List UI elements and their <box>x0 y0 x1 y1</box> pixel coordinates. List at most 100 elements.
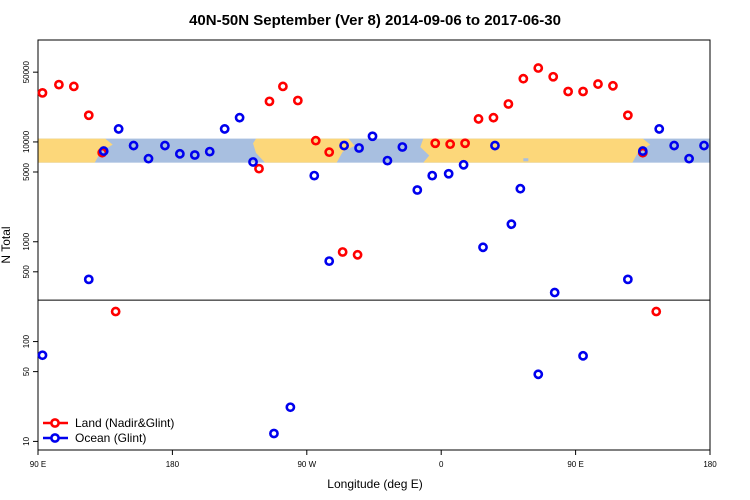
data-point <box>533 369 544 380</box>
legend: Land (Nadir&Glint)Ocean (Glint) <box>43 416 174 445</box>
data-point <box>473 114 484 124</box>
data-point <box>427 170 438 181</box>
y-tick-label: 500 <box>22 265 31 279</box>
data-point <box>669 140 680 151</box>
series <box>37 112 709 439</box>
data-point <box>113 124 124 134</box>
data-point <box>160 140 170 151</box>
x-tick-label: 90 E <box>30 460 46 469</box>
data-point <box>460 138 470 149</box>
data-point <box>68 81 79 92</box>
data-point <box>352 249 363 260</box>
data-point <box>98 146 109 156</box>
legend-label: Ocean (Glint) <box>75 431 146 445</box>
data-point <box>254 163 264 174</box>
data-point <box>309 170 320 181</box>
y-tick-label: 50 <box>22 367 31 376</box>
data-point <box>699 140 709 151</box>
y-tick-label: 10 <box>22 436 31 445</box>
data-point <box>83 110 94 121</box>
data-point <box>533 63 544 73</box>
y-tick-label: 100 <box>22 334 31 348</box>
data-point <box>204 146 215 157</box>
data-point <box>563 86 574 97</box>
map-land <box>38 138 113 163</box>
data-point <box>54 79 64 90</box>
data-point <box>269 428 279 439</box>
data-point <box>337 247 348 257</box>
data-point <box>324 256 335 267</box>
data-point <box>382 155 393 166</box>
map-land <box>523 158 529 162</box>
x-tick-label: 0 <box>439 460 444 469</box>
data-point <box>488 112 499 123</box>
data-point <box>684 153 694 164</box>
data-point <box>549 287 560 298</box>
legend-marker <box>50 418 60 428</box>
data-point <box>292 95 303 106</box>
map-land <box>583 155 589 159</box>
chart-title: 40N-50N September (Ver 8) 2014-09-06 to … <box>189 12 561 29</box>
data-point <box>503 99 514 109</box>
data-point <box>324 147 335 158</box>
x-axis-label: Longitude (deg E) <box>327 477 422 491</box>
data-point <box>174 148 185 159</box>
data-point <box>445 139 456 150</box>
data-point <box>310 135 321 146</box>
x-tick-label: 180 <box>703 460 717 469</box>
data-point <box>651 306 662 317</box>
data-point <box>608 80 618 91</box>
data-point <box>285 402 296 413</box>
map-land <box>420 138 651 163</box>
data-point <box>264 96 275 107</box>
data-point <box>37 87 48 98</box>
x-tick-label: 180 <box>166 460 180 469</box>
data-point <box>548 71 559 82</box>
map-land <box>351 155 357 159</box>
data-point <box>622 274 633 285</box>
data-point <box>637 146 648 156</box>
series <box>37 63 662 317</box>
y-tick-label: 50000 <box>22 60 31 83</box>
data-point <box>654 124 665 134</box>
world-map-band <box>38 138 710 163</box>
data-point <box>248 157 258 167</box>
data-point <box>189 150 200 160</box>
data-point <box>443 168 454 179</box>
y-tick-label: 5000 <box>22 163 31 181</box>
data-point <box>412 185 423 195</box>
data-point <box>397 142 408 152</box>
y-axis: 10 50 100 500 1000 5000 10000 50000 <box>22 60 38 446</box>
data-point <box>143 153 154 164</box>
data-point <box>219 124 230 134</box>
data-point <box>367 131 378 142</box>
y-tick-label: 1000 <box>22 232 31 250</box>
x-axis: 90 E 180 90 W 0 90 E 180 <box>30 450 717 469</box>
data-point <box>430 138 441 149</box>
map-land <box>299 146 305 150</box>
data-point <box>110 306 121 317</box>
data-point <box>234 112 245 123</box>
y-axis-label: N Total <box>0 226 13 263</box>
y-tick-label: 10000 <box>22 130 31 153</box>
data-point <box>515 183 526 194</box>
data-point <box>37 350 48 361</box>
data-point <box>593 79 603 89</box>
map-land <box>486 153 491 157</box>
data-point <box>478 242 488 253</box>
x-tick-label: 90 W <box>297 460 316 469</box>
data-point <box>518 73 529 84</box>
data-point <box>458 159 469 170</box>
data-point <box>578 350 588 361</box>
data-point <box>128 140 139 151</box>
data-point <box>490 140 500 151</box>
data-point <box>578 86 588 97</box>
data-point <box>83 274 94 285</box>
data-point <box>278 81 288 92</box>
data-points <box>37 63 709 439</box>
legend-label: Land (Nadir&Glint) <box>75 416 174 430</box>
data-point <box>506 219 517 230</box>
data-point <box>339 140 350 151</box>
data-point <box>354 143 364 153</box>
